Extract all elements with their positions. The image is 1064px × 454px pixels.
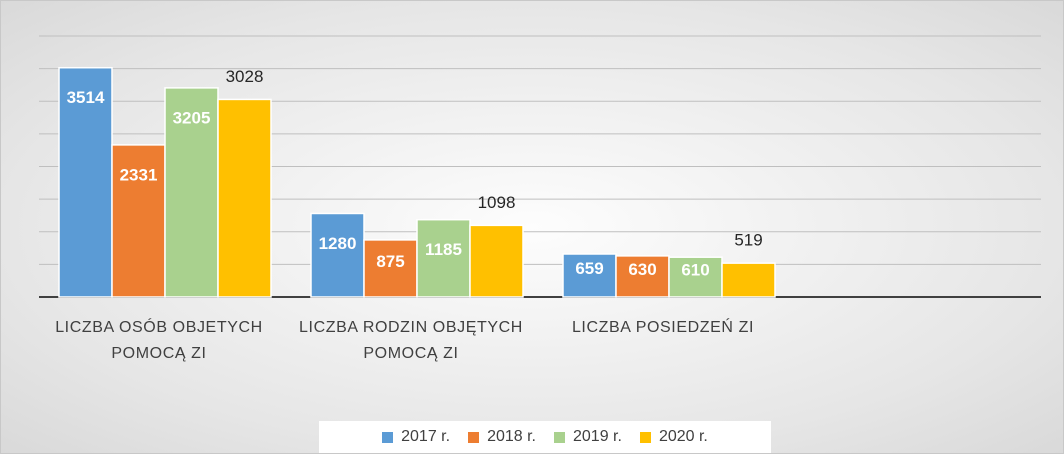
legend: 2017 r. 2018 r. 2019 r. 2020 r. <box>319 421 771 453</box>
data-label: 875 <box>376 252 404 271</box>
data-label: 2331 <box>120 165 158 184</box>
data-label: 610 <box>681 261 709 280</box>
bar <box>721 262 776 298</box>
bar <box>668 256 723 298</box>
legend-swatch <box>468 431 480 443</box>
bar <box>469 224 524 298</box>
bar <box>217 98 272 298</box>
legend-label: 2017 r. <box>401 428 451 445</box>
legend-item: 2020 r. <box>639 428 708 446</box>
legend-item: 2019 r. <box>554 428 622 446</box>
bar <box>310 212 365 298</box>
data-label: 3205 <box>173 108 211 127</box>
data-label: 519 <box>734 231 762 250</box>
legend-label: 2020 r. <box>658 428 708 445</box>
bar <box>615 255 670 298</box>
bar <box>363 239 418 298</box>
legend-item: 2018 r. <box>468 428 536 446</box>
data-label: 1280 <box>319 234 357 253</box>
bar <box>416 218 471 298</box>
legend-swatch <box>639 431 651 443</box>
data-label: 659 <box>575 259 603 278</box>
legend-swatch <box>554 431 565 443</box>
legend-item: 2017 r. <box>382 428 450 446</box>
data-label: 1098 <box>478 193 516 212</box>
x-tick-label: LICZBA OSÓB OBJETYCH POMOCĄ ZI <box>55 319 263 362</box>
legend-swatch <box>382 431 394 443</box>
bar <box>111 144 166 298</box>
x-tick-label: LICZBA RODZIN OBJĘTYCH POMOCĄ ZI <box>299 319 523 362</box>
data-label: 3514 <box>67 88 105 107</box>
x-tick-label: LICZBA POSIEDZEŃ ZI <box>571 319 755 336</box>
legend-label: 2019 r. <box>573 428 622 445</box>
data-label: 1185 <box>425 240 462 259</box>
bar <box>562 253 617 298</box>
data-label: 630 <box>628 260 656 279</box>
bar <box>164 87 219 298</box>
legend-label: 2018 r. <box>487 428 536 445</box>
data-label: 3028 <box>226 67 264 86</box>
